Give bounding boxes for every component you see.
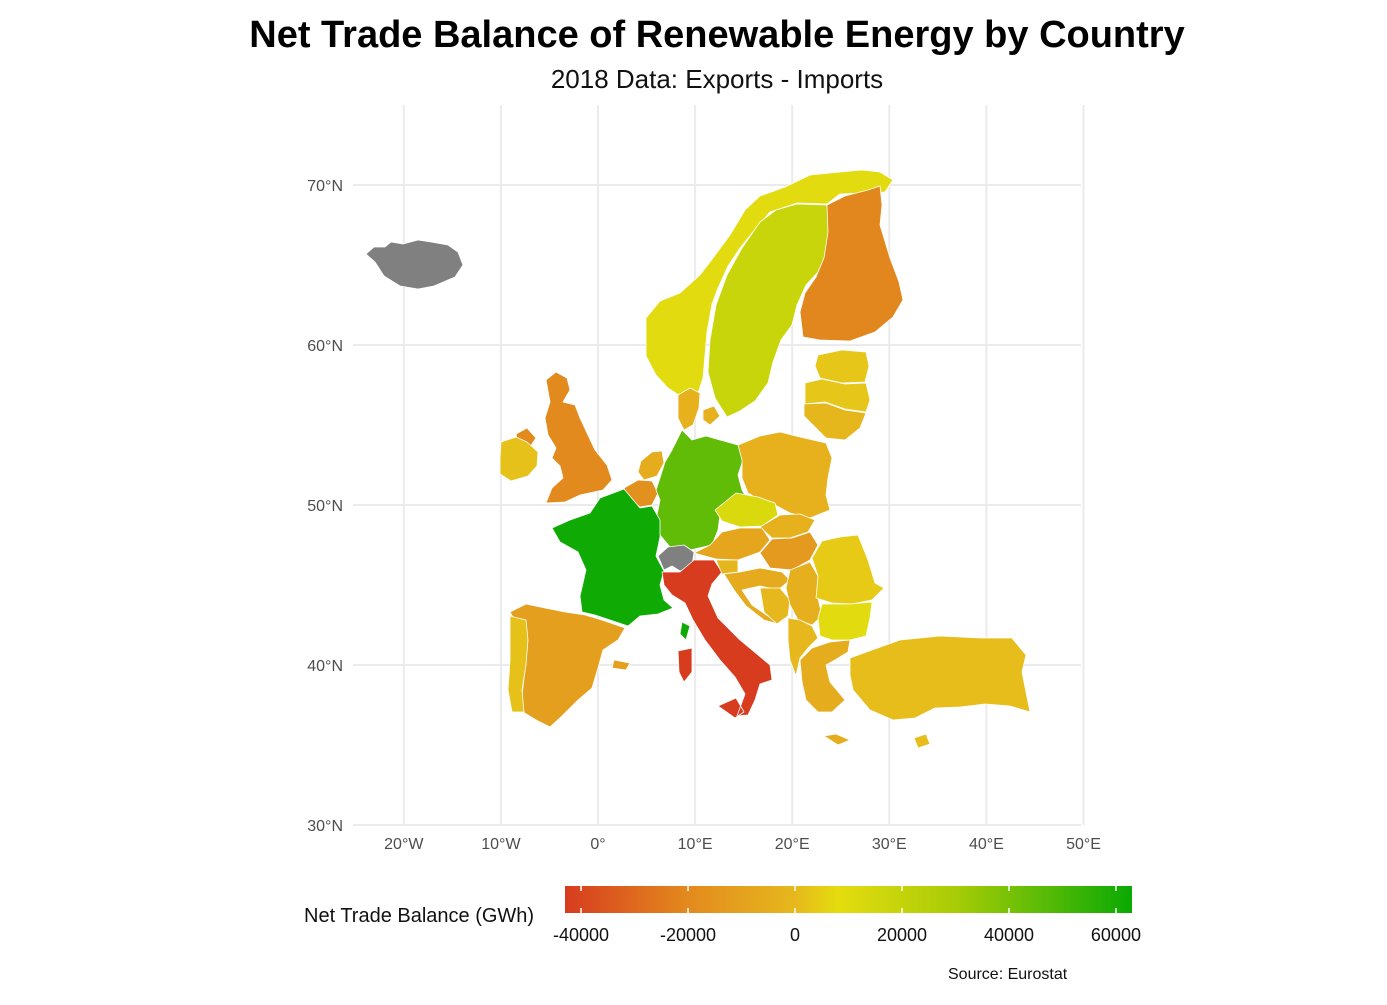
country-portugal[interactable] (507, 615, 529, 713)
chart-subtitle: 2018 Data: Exports - Imports (550, 64, 884, 94)
country-hungary[interactable] (759, 531, 819, 571)
lon-tick-label: 30°E (872, 836, 907, 853)
lon-tick-label: 0° (590, 836, 605, 853)
lon-tick-label: 50°E (1066, 836, 1101, 853)
country-poland[interactable] (737, 431, 833, 519)
legend-tick-label: 40000 (983, 925, 1034, 945)
lon-tick-label: 10°E (678, 836, 713, 853)
legend-colorbar (565, 886, 1132, 913)
country-finland[interactable] (799, 185, 904, 342)
legend-title: Net Trade Balance (GWh) (304, 905, 535, 927)
country-bulgaria[interactable] (817, 601, 873, 641)
country-turkey[interactable] (849, 635, 1031, 749)
country-latvia[interactable] (804, 378, 871, 413)
lon-tick-label: 10°W (481, 836, 521, 853)
country-france[interactable] (551, 488, 691, 641)
lon-tick-label: 20°E (775, 836, 810, 853)
country-ireland[interactable] (499, 436, 539, 482)
countries-layer (365, 169, 1031, 749)
country-albania-mk[interactable] (787, 617, 819, 677)
country-lithuania[interactable] (803, 402, 867, 441)
legend-tick-label: -40000 (553, 925, 610, 945)
country-netherlands[interactable] (637, 450, 665, 481)
country-greece[interactable] (799, 639, 851, 746)
country-serbia[interactable] (785, 561, 823, 626)
chart-title: Net Trade Balance of Renewable Energy by… (249, 14, 1185, 56)
lat-tick-label: 70°N (307, 178, 343, 195)
country-slovakia[interactable] (759, 513, 816, 539)
lon-tick-label: 20°W (384, 836, 424, 853)
country-germany[interactable] (655, 429, 749, 551)
country-czechia[interactable] (714, 492, 779, 528)
lat-tick-label: 50°N (307, 498, 343, 515)
lon-tick-label: 40°E (969, 836, 1004, 853)
map-plot: 20°W 10°W 0° 10°E 20°E 30°E 40°E 50°E 30°N 40°N 5… (307, 105, 1101, 853)
country-bosnia[interactable] (759, 587, 791, 625)
country-denmark[interactable] (677, 387, 721, 431)
lat-tick-label: 60°N (307, 338, 343, 355)
lat-tick-label: 40°N (307, 658, 343, 675)
country-croatia[interactable] (723, 567, 791, 625)
country-austria[interactable] (693, 527, 771, 561)
longitude-ticks: 20°W 10°W 0° 10°E 20°E 30°E 40°E 50°E (384, 836, 1101, 853)
lat-tick-label: 30°N (307, 818, 343, 835)
country-estonia[interactable] (814, 349, 870, 384)
country-iceland[interactable] (365, 239, 464, 290)
legend-tick-label: -20000 (659, 925, 717, 945)
legend-tick-label: 60000 (1090, 925, 1141, 945)
legend-tick-label: 0 (789, 925, 801, 945)
country-romania[interactable] (811, 534, 885, 605)
legend-tick-label: 20000 (876, 925, 928, 945)
country-spain[interactable] (509, 603, 631, 728)
latitude-ticks: 30°N 40°N 50°N 60°N 70°N (307, 178, 343, 835)
source-caption: Source: Eurostat (948, 966, 1068, 983)
